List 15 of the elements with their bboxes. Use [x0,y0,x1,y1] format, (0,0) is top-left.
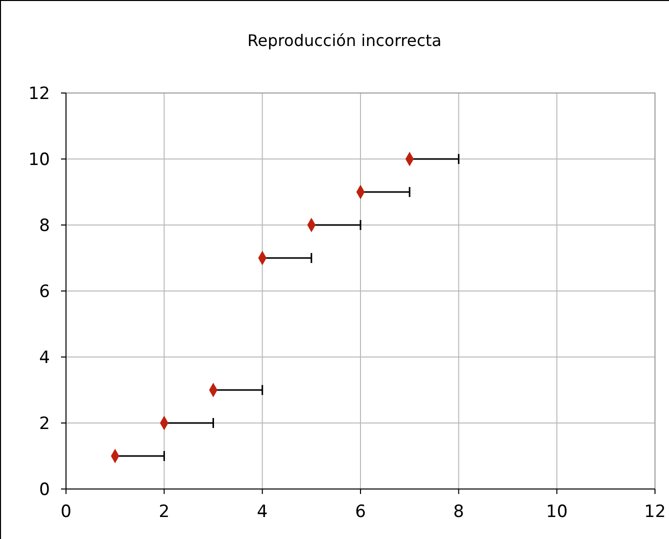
x-tick-label: 2 [158,502,170,522]
chart-title: Reproducción incorrecta [247,31,442,50]
x-tick-label: 0 [60,502,72,522]
y-tick-label: 12 [28,84,50,104]
x-tick-label: 6 [355,502,366,522]
x-tick-label: 8 [453,502,464,522]
y-tick-label: 0 [39,480,50,500]
x-tick-label: 4 [256,502,268,522]
y-tick-label: 10 [28,150,50,170]
y-tick-label: 6 [39,282,50,302]
y-tick-label: 2 [39,414,50,434]
x-tick-label: 10 [546,502,568,522]
y-tick-label: 4 [39,348,50,368]
y-tick-label: 8 [39,216,50,236]
x-tick-label: 12 [644,502,666,522]
